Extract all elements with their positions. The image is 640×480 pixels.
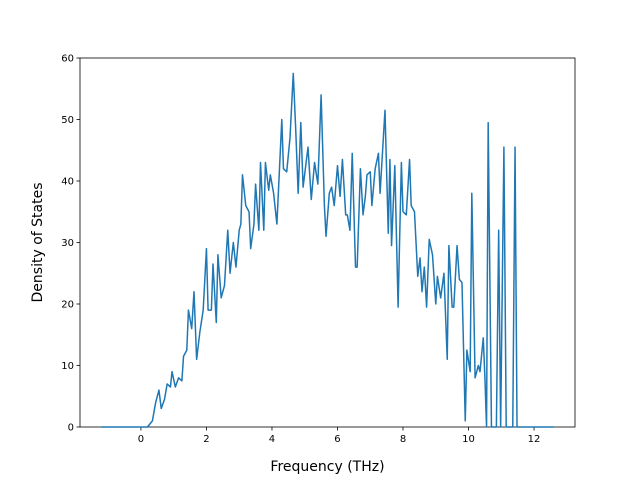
y-tick-label: 10 bbox=[61, 361, 74, 372]
x-tick-label: 12 bbox=[528, 434, 541, 445]
x-tick-label: 2 bbox=[203, 434, 209, 445]
x-tick-label: 8 bbox=[400, 434, 406, 445]
x-tick-label: 10 bbox=[462, 434, 475, 445]
y-tick-label: 40 bbox=[61, 177, 74, 188]
x-tick-label: 4 bbox=[269, 434, 275, 445]
y-tick-label: 60 bbox=[61, 54, 74, 65]
y-axis-label: Density of States bbox=[30, 183, 46, 303]
y-tick-label: 30 bbox=[61, 238, 74, 249]
data-line bbox=[101, 72, 554, 428]
x-axis-label: Frequency (THz) bbox=[270, 459, 384, 475]
x-tick-label: 6 bbox=[334, 434, 340, 445]
x-tick-label: 0 bbox=[138, 434, 144, 445]
y-tick-label: 20 bbox=[61, 300, 74, 311]
y-tick-label: 50 bbox=[61, 115, 74, 126]
y-tick-label: 0 bbox=[68, 423, 74, 434]
